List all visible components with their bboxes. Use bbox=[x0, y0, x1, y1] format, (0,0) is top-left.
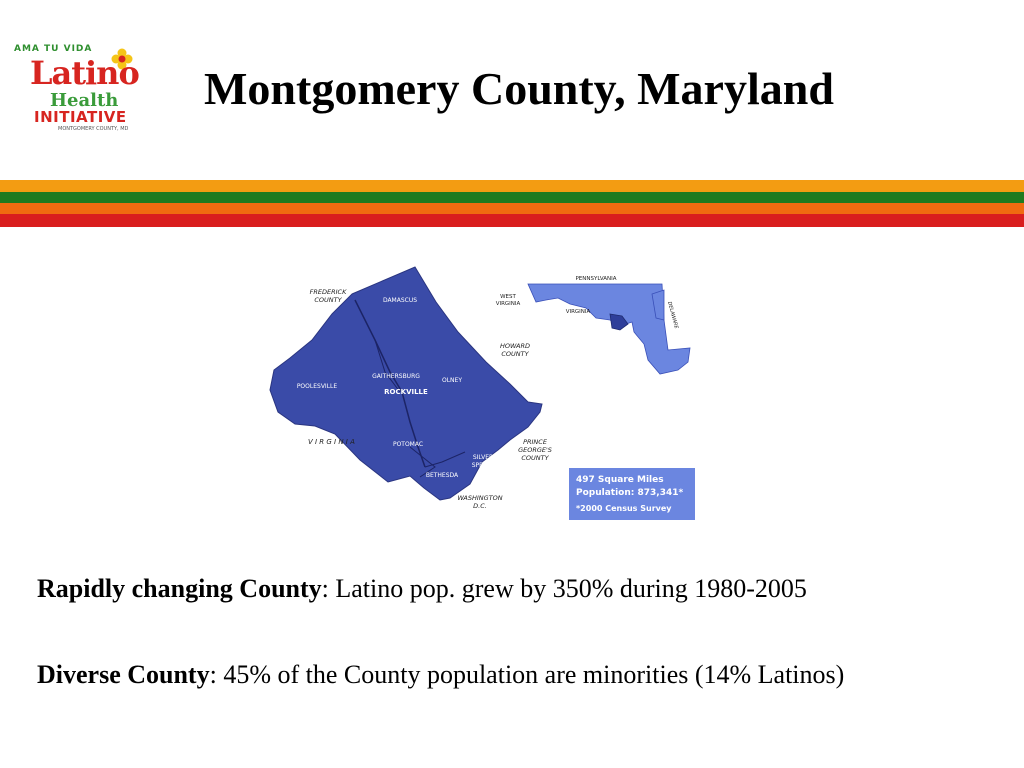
town-spring: SPRING bbox=[472, 462, 495, 469]
stats-population: Population: 873,341* bbox=[576, 488, 683, 498]
bullet-label: Rapidly changing County bbox=[37, 574, 322, 603]
label-prince: PRINCE bbox=[523, 438, 548, 446]
page-title: Montgomery County, Maryland bbox=[204, 63, 834, 114]
label-washington: WASHINGTON bbox=[457, 494, 502, 502]
stats-square-miles: 497 Square Miles bbox=[576, 475, 664, 485]
town-bethesda: BETHESDA bbox=[426, 472, 459, 479]
town-rockville: ROCKVILLE bbox=[384, 388, 428, 396]
montgomery-county-shape bbox=[269, 266, 543, 501]
label-dc: D.C. bbox=[473, 502, 487, 510]
logo-subtitle: MONTGOMERY COUNTY, MD bbox=[58, 126, 129, 132]
town-damascus: DAMASCUS bbox=[383, 297, 417, 304]
logo-word-health: Health bbox=[50, 90, 119, 111]
inset-virginia: VIRGINIA bbox=[566, 309, 591, 315]
label-frederick-county: COUNTY bbox=[314, 296, 342, 304]
flower-icon bbox=[111, 48, 133, 70]
town-gaithersburg: GAITHERSBURG bbox=[372, 373, 420, 380]
town-silver: SILVER bbox=[473, 454, 493, 461]
town-poolesville: POOLESVILLE bbox=[297, 383, 338, 390]
logo-word-initiative: INITIATIVE bbox=[34, 108, 127, 126]
stats-box: 497 Square Miles Population: 873,341* *2… bbox=[569, 468, 695, 520]
inset-west: WEST bbox=[500, 294, 516, 300]
bullet-rapidly-changing: Rapidly changing County: Latino pop. gre… bbox=[37, 574, 807, 604]
label-pg-county: COUNTY bbox=[521, 454, 549, 462]
latino-health-initiative-logo: AMA TU VIDA Latino Health INITIATIVE MON… bbox=[8, 44, 148, 140]
label-howard: HOWARD bbox=[500, 342, 530, 350]
town-olney: OLNEY bbox=[442, 377, 462, 384]
inset-west-virginia: VIRGINIA bbox=[496, 301, 521, 307]
label-frederick: FREDERICK bbox=[310, 288, 347, 296]
inset-pennsylvania: PENNSYLVANIA bbox=[575, 276, 616, 282]
stripe-red bbox=[0, 214, 1024, 227]
stripe-green bbox=[0, 192, 1024, 203]
county-map: FREDERICK COUNTY HOWARD COUNTY PRINCE GE… bbox=[269, 266, 695, 520]
maryland-inset: PENNSYLVANIA WEST VIRGINIA VIRGINIA DELA… bbox=[496, 276, 691, 375]
town-potomac: POTOMAC bbox=[393, 441, 423, 448]
stripe-dark-orange bbox=[0, 203, 1024, 214]
logo-word-latino: Latino bbox=[30, 54, 140, 92]
bullet-diverse: Diverse County: 45% of the County popula… bbox=[37, 660, 844, 690]
bullet-text: : Latino pop. grew by 350% during 1980-2… bbox=[321, 574, 807, 603]
inset-delaware: DELAWARE bbox=[666, 301, 679, 330]
label-georges: GEORGE'S bbox=[518, 446, 552, 454]
bullet-text: : 45% of the County population are minor… bbox=[209, 660, 845, 689]
label-virginia: V I R G I N I A bbox=[308, 438, 355, 446]
stats-census-note: *2000 Census Survey bbox=[576, 504, 672, 513]
stripe-orange bbox=[0, 180, 1024, 192]
bullet-label: Diverse County bbox=[37, 660, 210, 689]
label-howard-county: COUNTY bbox=[501, 350, 529, 358]
logo-arc-text: AMA TU VIDA bbox=[14, 44, 93, 54]
